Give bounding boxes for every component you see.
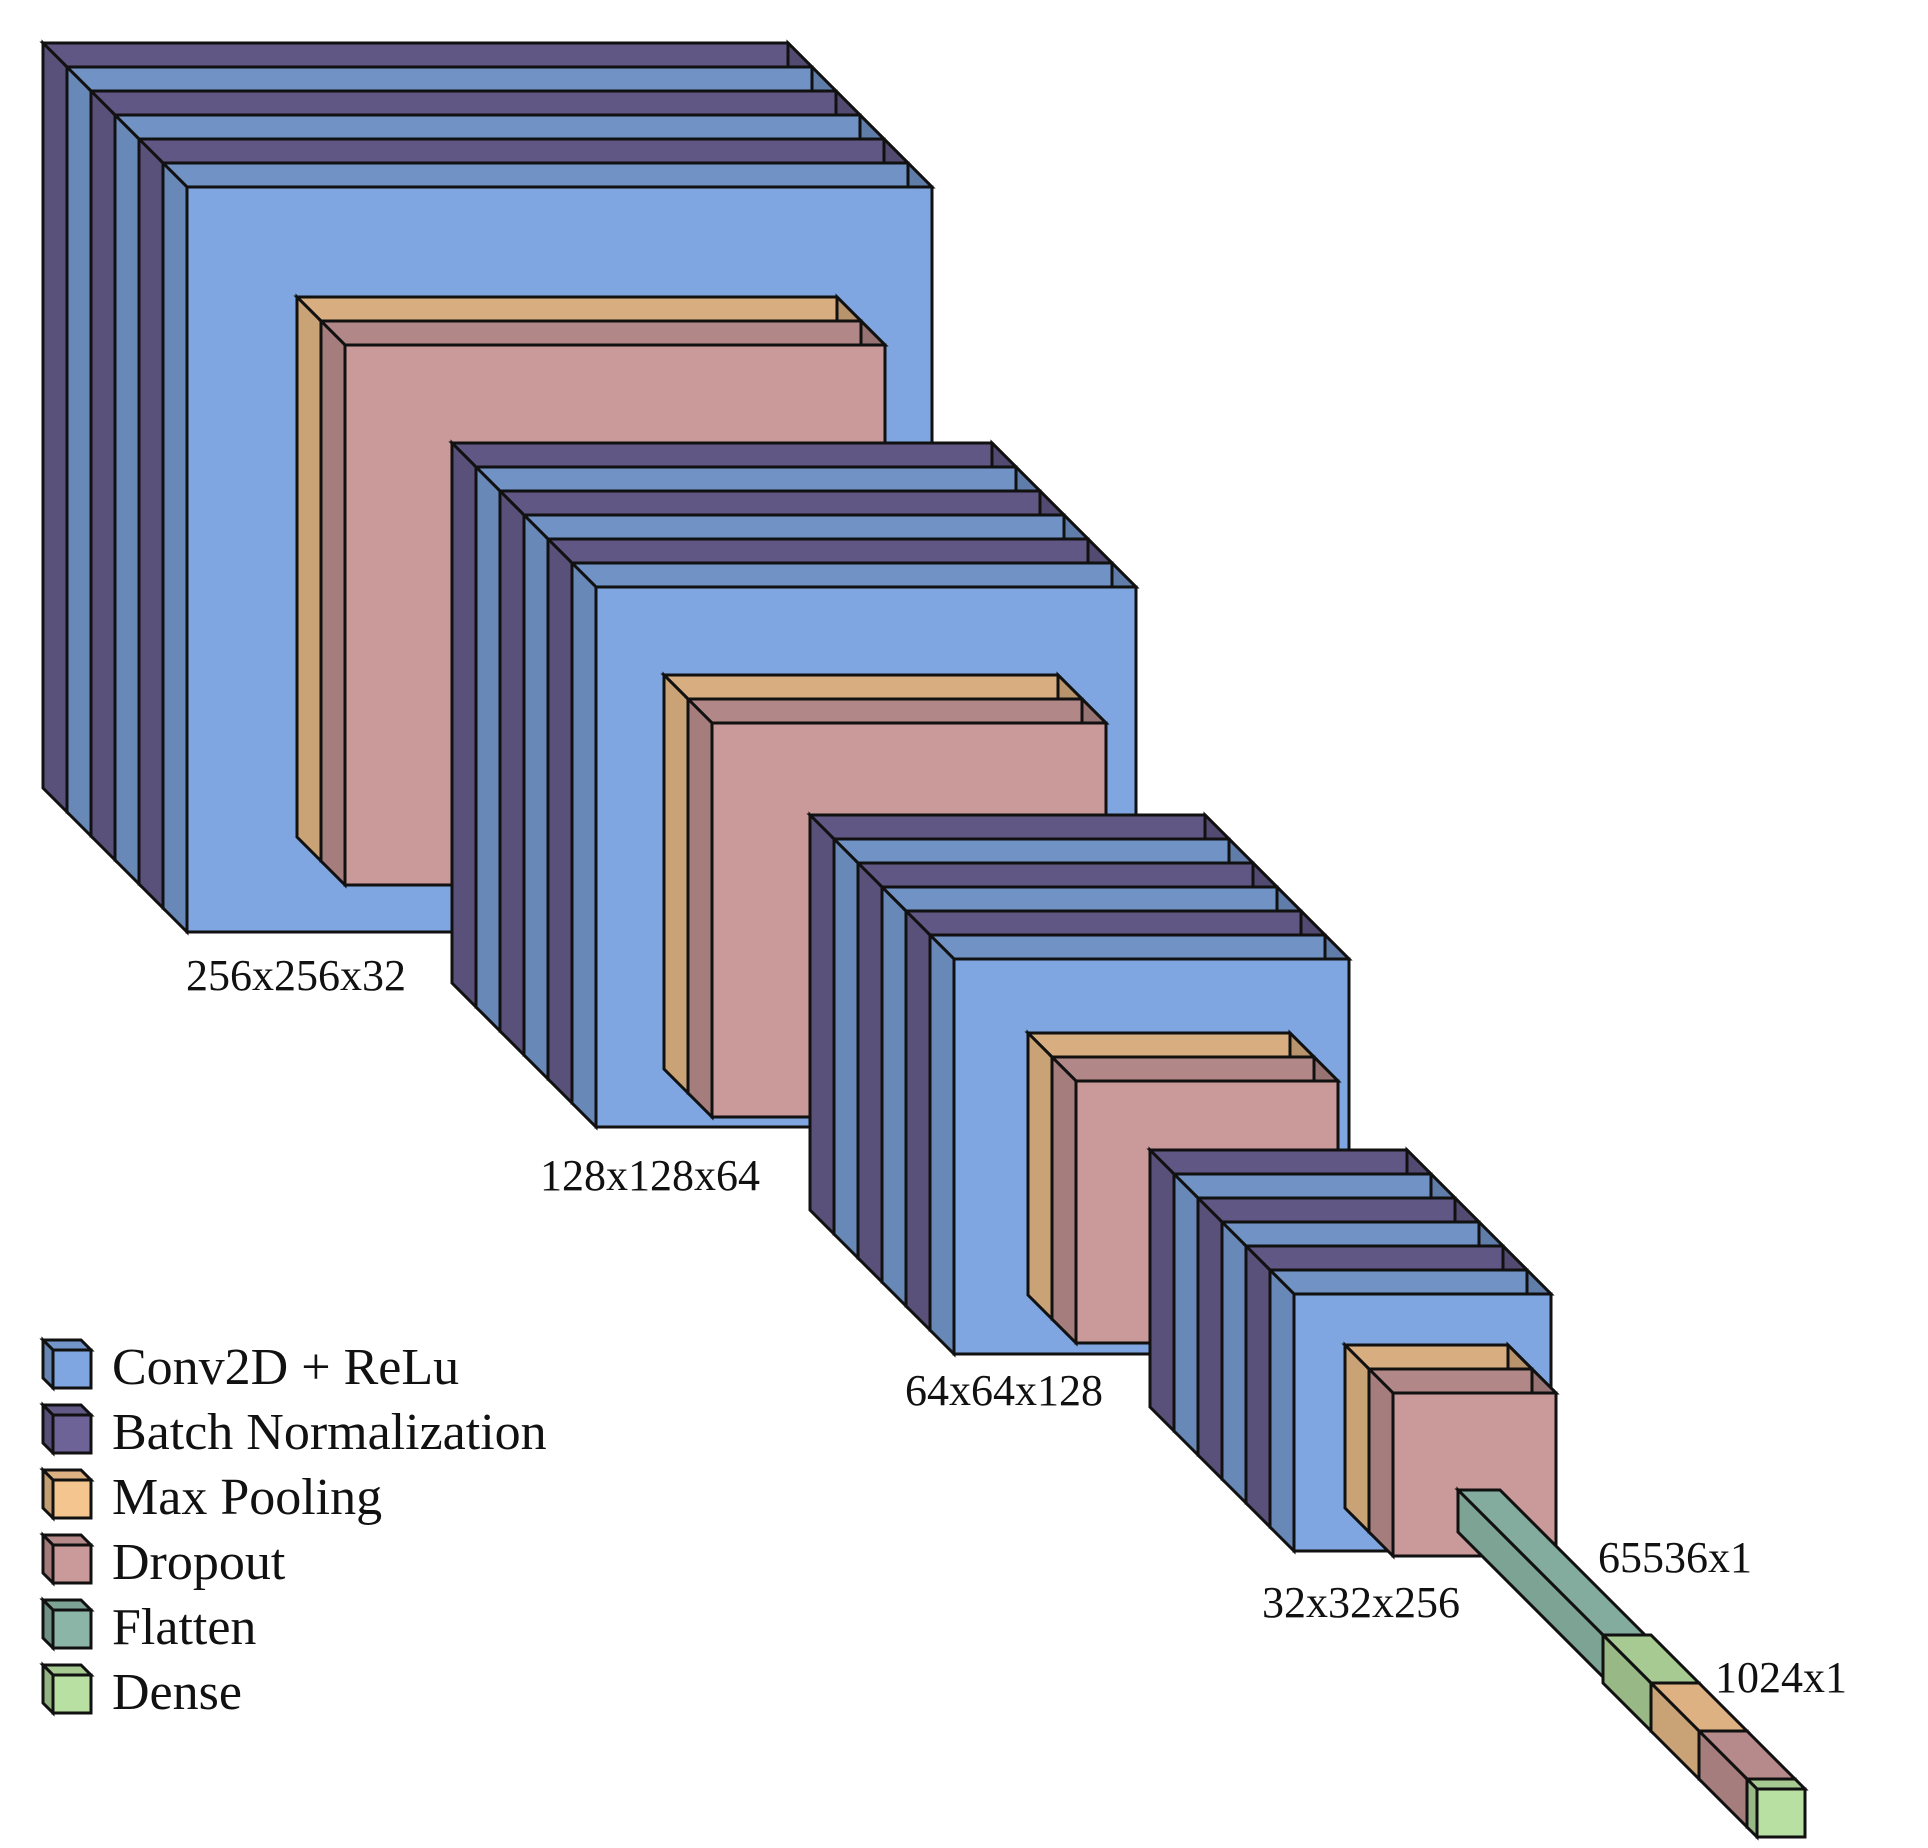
block-4-conv-slab-1-batch-norm-side [1148,1146,1176,1435]
dim-label-flatten: 65536x1 [1598,1533,1752,1582]
legend-label-flatten: Flatten [112,1599,256,1656]
block-2-conv-slab-3-batch-norm-side [498,487,526,1059]
block-4-conv-slab-6-conv-side [1268,1266,1296,1555]
block-3-pool-slab-2-dropout-side [1050,1053,1078,1347]
block-1-conv-slab-3-batch-norm-top [87,89,864,117]
block-3-conv-slab-6-conv-side [928,931,956,1358]
block-1-conv-slab-5-batch-norm-side [137,135,165,912]
block-2-pool-slab-2-dropout-side [686,695,714,1121]
block-2-conv-slab-3-batch-norm-top [496,489,1068,517]
dense-head-cube-4-dense [1743,1775,1809,1841]
dim-label-block-1: 256x256x32 [186,951,406,1000]
block-3-conv-slab-3-batch-norm-side [856,859,884,1286]
legend-label-dense: Dense [112,1664,242,1721]
block-4-conv-slab-6-conv-top [1266,1268,1555,1296]
dim-label-block-2: 128x128x64 [540,1151,760,1200]
block-4-pool-slab-2-dropout-side [1367,1365,1395,1560]
block-2-conv-slab-6-conv-top [568,561,1140,589]
block-4-conv-slab-5-batch-norm-side [1244,1242,1272,1531]
block-4-pool-slab-1-max-pool-side [1343,1341,1371,1536]
block-4-conv-slab-3-batch-norm-side [1196,1194,1224,1483]
block-3-conv-slab-2-conv-side [832,835,860,1262]
block-1-conv-slab-2-conv-side [65,63,93,840]
block-1-conv-slab-6-conv-top [159,161,936,189]
block-4 [1146,1146,1560,1560]
block-2-conv-slab-1-batch-norm-top [448,441,1020,469]
block-3-conv-slab-3-batch-norm-top [854,861,1281,889]
legend-label-max-pool: Max Pooling [112,1469,382,1526]
legend-cube-front [51,1348,93,1390]
legend-cube-front [51,1478,93,1520]
block-3-conv-slab-6-conv-top [926,933,1353,961]
legend-item-flatten: Flatten [39,1596,256,1656]
block-3-conv-slab-5-batch-norm-top [902,909,1329,937]
legend-cube-front [51,1673,93,1715]
block-4-conv-slab-4-conv-top [1218,1220,1507,1248]
legend-cube-front [51,1608,93,1650]
legend-item-dense: Dense [39,1661,242,1721]
dim-label-block-3: 64x64x128 [905,1366,1103,1415]
block-3-conv-slab-1-batch-norm-side [808,811,836,1238]
legend-item-max-pool: Max Pooling [39,1466,382,1526]
block-4-conv-slab-4-conv-side [1220,1218,1248,1507]
block-1-pool-slab-1-max-pool-top [293,295,865,323]
block-2-conv-slab-2-conv-side [474,463,502,1035]
legend-label-batch-norm: Batch Normalization [112,1404,547,1461]
block-1-conv-slab-6-conv-side [161,159,189,936]
block-3-conv-slab-5-batch-norm-side [904,907,932,1334]
block-1-pool-slab-2-dropout-side [319,317,347,889]
block-2-conv-slab-5-batch-norm-top [544,537,1116,565]
block-4-conv-slab-3-batch-norm-top [1194,1196,1483,1224]
legend-cube-front [51,1413,93,1455]
dimension-labels: 256x256x32 128x128x64 64x64x128 32x32x25… [186,951,1847,1702]
block-1-conv-slab-2-conv-top [63,65,840,93]
dim-label-block-4: 32x32x256 [1262,1578,1460,1627]
block-2-conv-slab-5-batch-norm-side [546,535,574,1107]
block-3-pool-slab-1-max-pool-side [1026,1029,1054,1323]
block-1-conv-slab-1-batch-norm-top [39,41,816,69]
block-4-conv-slab-1-batch-norm-top [1146,1148,1435,1176]
block-4-conv-slab-5-batch-norm-top [1242,1244,1531,1272]
block-3-conv-slab-4-conv-side [880,883,908,1310]
block-2-conv-slab-4-conv-side [522,511,550,1083]
block-3-pool-slab-2-dropout-top [1048,1055,1342,1083]
block-1-pool-slab-1-max-pool-side [295,293,323,865]
block-2-pool-slab-1-max-pool-side [662,671,690,1097]
block-3-conv-slab-1-batch-norm-top [806,813,1233,841]
block-2-pool-slab-1-max-pool-top [660,673,1086,701]
block-4-conv-slab-2-conv-side [1172,1170,1200,1459]
legend-cube-front [51,1543,93,1585]
block-4-conv-slab-2-conv-top [1170,1172,1459,1200]
legend: Conv2D + ReLu Batch Normalization Max Pool… [39,1336,547,1721]
block-1-conv-slab-3-batch-norm-side [89,87,117,864]
block-1-conv-slab-5-batch-norm-top [135,137,912,165]
block-4-pool-slab-1-max-pool-top [1341,1343,1536,1371]
block-1-conv-slab-1-batch-norm-side [41,39,69,816]
block-3-pool-slab-1-max-pool-top [1024,1031,1318,1059]
legend-label-dropout: Dropout [112,1534,286,1591]
dense-cube-front [1755,1787,1807,1839]
block-3-conv-slab-4-conv-top [878,885,1305,913]
dense-head [1454,1486,1809,1841]
block-2-conv-slab-6-conv-side [570,559,598,1131]
block-4-pool-slab-2-dropout-top [1365,1367,1560,1395]
block-3-conv-slab-2-conv-top [830,837,1257,865]
layer-blocks [39,39,1560,1560]
block-2-pool-slab-2-dropout-top [684,697,1110,725]
block-2-conv-slab-4-conv-top [520,513,1092,541]
block-1-conv-slab-4-conv-top [111,113,888,141]
legend-label-conv: Conv2D + ReLu [112,1339,459,1396]
dim-label-dense: 1024x1 [1715,1653,1847,1702]
legend-item-conv: Conv2D + ReLu [39,1336,459,1396]
legend-item-dropout: Dropout [39,1531,286,1591]
block-1-pool-slab-2-dropout-top [317,319,889,347]
block-1-conv-slab-4-conv-side [113,111,141,888]
block-2-conv-slab-2-conv-top [472,465,1044,493]
legend-item-batch-norm: Batch Normalization [39,1401,547,1461]
block-2-conv-slab-1-batch-norm-side [450,439,478,1011]
